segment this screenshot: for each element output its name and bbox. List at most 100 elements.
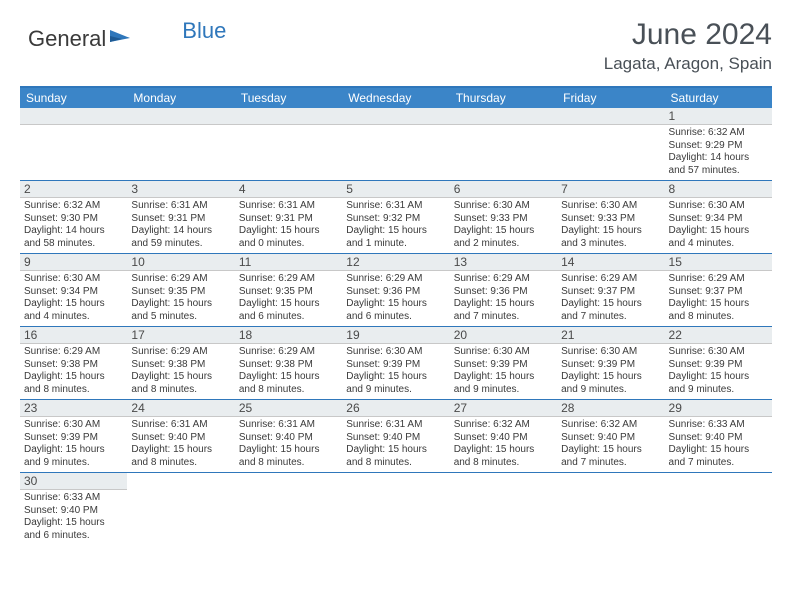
day-number: 1 <box>665 108 772 125</box>
sunrise-text: Sunrise: 6:30 AM <box>561 346 660 359</box>
day-number <box>20 108 127 125</box>
daylight-text: Daylight: 15 hours and 4 minutes. <box>24 298 123 323</box>
week-row: 9Sunrise: 6:30 AMSunset: 9:34 PMDaylight… <box>20 254 772 327</box>
day-content: Sunrise: 6:29 AMSunset: 9:38 PMDaylight:… <box>235 344 342 399</box>
day-cell-21: 21Sunrise: 6:30 AMSunset: 9:39 PMDayligh… <box>557 327 664 399</box>
daylight-text: Daylight: 15 hours and 6 minutes. <box>239 298 338 323</box>
sunset-text: Sunset: 9:34 PM <box>669 213 768 226</box>
sunset-text: Sunset: 9:39 PM <box>669 359 768 372</box>
day-content: Sunrise: 6:32 AMSunset: 9:40 PMDaylight:… <box>450 417 557 472</box>
sunset-text: Sunset: 9:36 PM <box>454 286 553 299</box>
day-cell-empty <box>342 108 449 180</box>
week-row: 1Sunrise: 6:32 AMSunset: 9:29 PMDaylight… <box>20 108 772 181</box>
day-cell-empty <box>342 473 449 545</box>
day-cell-10: 10Sunrise: 6:29 AMSunset: 9:35 PMDayligh… <box>127 254 234 326</box>
week-row: 23Sunrise: 6:30 AMSunset: 9:39 PMDayligh… <box>20 400 772 473</box>
sunset-text: Sunset: 9:38 PM <box>24 359 123 372</box>
day-cell-25: 25Sunrise: 6:31 AMSunset: 9:40 PMDayligh… <box>235 400 342 472</box>
day-number: 21 <box>557 327 664 344</box>
sunrise-text: Sunrise: 6:31 AM <box>131 200 230 213</box>
sunset-text: Sunset: 9:40 PM <box>239 432 338 445</box>
daylight-text: Daylight: 15 hours and 9 minutes. <box>669 371 768 396</box>
weekday-saturday: Saturday <box>665 88 772 108</box>
day-number: 7 <box>557 181 664 198</box>
day-content: Sunrise: 6:30 AMSunset: 9:33 PMDaylight:… <box>450 198 557 253</box>
day-number: 4 <box>235 181 342 198</box>
sunrise-text: Sunrise: 6:30 AM <box>669 346 768 359</box>
day-cell-19: 19Sunrise: 6:30 AMSunset: 9:39 PMDayligh… <box>342 327 449 399</box>
day-cell-empty <box>235 108 342 180</box>
sunset-text: Sunset: 9:40 PM <box>454 432 553 445</box>
logo: GeneralBlue <box>28 26 226 52</box>
daylight-text: Daylight: 15 hours and 0 minutes. <box>239 225 338 250</box>
daylight-text: Daylight: 15 hours and 5 minutes. <box>131 298 230 323</box>
day-content: Sunrise: 6:30 AMSunset: 9:39 PMDaylight:… <box>557 344 664 399</box>
day-cell-29: 29Sunrise: 6:33 AMSunset: 9:40 PMDayligh… <box>665 400 772 472</box>
day-number: 12 <box>342 254 449 271</box>
day-content: Sunrise: 6:29 AMSunset: 9:35 PMDaylight:… <box>235 271 342 326</box>
day-cell-6: 6Sunrise: 6:30 AMSunset: 9:33 PMDaylight… <box>450 181 557 253</box>
day-cell-7: 7Sunrise: 6:30 AMSunset: 9:33 PMDaylight… <box>557 181 664 253</box>
sunset-text: Sunset: 9:39 PM <box>454 359 553 372</box>
day-number <box>557 108 664 125</box>
sunrise-text: Sunrise: 6:31 AM <box>239 200 338 213</box>
day-number: 14 <box>557 254 664 271</box>
day-cell-11: 11Sunrise: 6:29 AMSunset: 9:35 PMDayligh… <box>235 254 342 326</box>
day-cell-24: 24Sunrise: 6:31 AMSunset: 9:40 PMDayligh… <box>127 400 234 472</box>
sunrise-text: Sunrise: 6:31 AM <box>131 419 230 432</box>
daylight-text: Daylight: 15 hours and 7 minutes. <box>454 298 553 323</box>
sunrise-text: Sunrise: 6:29 AM <box>24 346 123 359</box>
sunset-text: Sunset: 9:38 PM <box>239 359 338 372</box>
daylight-text: Daylight: 15 hours and 9 minutes. <box>561 371 660 396</box>
day-content: Sunrise: 6:32 AMSunset: 9:40 PMDaylight:… <box>557 417 664 472</box>
day-content: Sunrise: 6:31 AMSunset: 9:40 PMDaylight:… <box>127 417 234 472</box>
sunrise-text: Sunrise: 6:30 AM <box>24 419 123 432</box>
sunset-text: Sunset: 9:30 PM <box>24 213 123 226</box>
sunrise-text: Sunrise: 6:29 AM <box>669 273 768 286</box>
day-content: Sunrise: 6:31 AMSunset: 9:40 PMDaylight:… <box>235 417 342 472</box>
day-content: Sunrise: 6:33 AMSunset: 9:40 PMDaylight:… <box>665 417 772 472</box>
daylight-text: Daylight: 15 hours and 9 minutes. <box>346 371 445 396</box>
day-cell-18: 18Sunrise: 6:29 AMSunset: 9:38 PMDayligh… <box>235 327 342 399</box>
daylight-text: Daylight: 15 hours and 1 minute. <box>346 225 445 250</box>
weekday-wednesday: Wednesday <box>342 88 449 108</box>
day-cell-empty <box>450 473 557 545</box>
daylight-text: Daylight: 15 hours and 9 minutes. <box>454 371 553 396</box>
sunrise-text: Sunrise: 6:30 AM <box>24 273 123 286</box>
day-cell-empty <box>20 108 127 180</box>
day-content: Sunrise: 6:32 AMSunset: 9:30 PMDaylight:… <box>20 198 127 253</box>
daylight-text: Daylight: 15 hours and 8 minutes. <box>454 444 553 469</box>
sunrise-text: Sunrise: 6:29 AM <box>346 273 445 286</box>
daylight-text: Daylight: 15 hours and 9 minutes. <box>24 444 123 469</box>
day-number: 9 <box>20 254 127 271</box>
sunrise-text: Sunrise: 6:32 AM <box>24 200 123 213</box>
day-cell-empty <box>127 473 234 545</box>
daylight-text: Daylight: 14 hours and 58 minutes. <box>24 225 123 250</box>
day-content: Sunrise: 6:30 AMSunset: 9:39 PMDaylight:… <box>450 344 557 399</box>
day-number: 30 <box>20 473 127 490</box>
sunrise-text: Sunrise: 6:29 AM <box>561 273 660 286</box>
day-content: Sunrise: 6:29 AMSunset: 9:38 PMDaylight:… <box>20 344 127 399</box>
day-number: 28 <box>557 400 664 417</box>
location: Lagata, Aragon, Spain <box>604 54 772 74</box>
sunrise-text: Sunrise: 6:29 AM <box>131 273 230 286</box>
day-cell-8: 8Sunrise: 6:30 AMSunset: 9:34 PMDaylight… <box>665 181 772 253</box>
day-content: Sunrise: 6:31 AMSunset: 9:31 PMDaylight:… <box>235 198 342 253</box>
sunset-text: Sunset: 9:31 PM <box>131 213 230 226</box>
sunrise-text: Sunrise: 6:30 AM <box>454 200 553 213</box>
sunset-text: Sunset: 9:35 PM <box>131 286 230 299</box>
sunset-text: Sunset: 9:29 PM <box>669 140 768 153</box>
daylight-text: Daylight: 15 hours and 7 minutes. <box>669 444 768 469</box>
day-cell-27: 27Sunrise: 6:32 AMSunset: 9:40 PMDayligh… <box>450 400 557 472</box>
sunset-text: Sunset: 9:37 PM <box>669 286 768 299</box>
sunset-text: Sunset: 9:36 PM <box>346 286 445 299</box>
day-content: Sunrise: 6:30 AMSunset: 9:39 PMDaylight:… <box>20 417 127 472</box>
day-cell-14: 14Sunrise: 6:29 AMSunset: 9:37 PMDayligh… <box>557 254 664 326</box>
day-content: Sunrise: 6:31 AMSunset: 9:31 PMDaylight:… <box>127 198 234 253</box>
day-number: 13 <box>450 254 557 271</box>
month-title: June 2024 <box>604 18 772 52</box>
day-cell-23: 23Sunrise: 6:30 AMSunset: 9:39 PMDayligh… <box>20 400 127 472</box>
daylight-text: Daylight: 15 hours and 8 minutes. <box>131 371 230 396</box>
day-cell-3: 3Sunrise: 6:31 AMSunset: 9:31 PMDaylight… <box>127 181 234 253</box>
sunset-text: Sunset: 9:40 PM <box>24 505 123 518</box>
